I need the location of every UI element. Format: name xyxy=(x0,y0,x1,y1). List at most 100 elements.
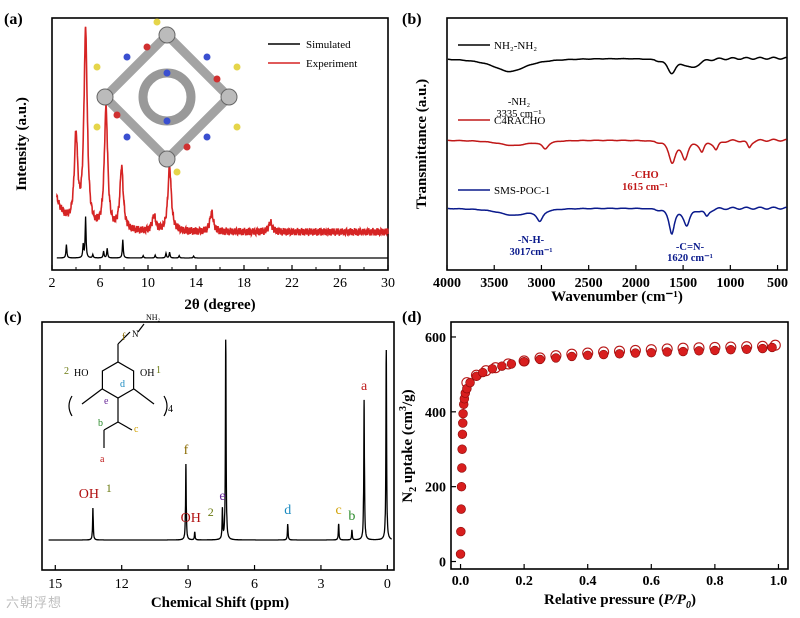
annot-nh2-value: 3335 cm⁻¹ xyxy=(496,109,541,120)
watermark: 六朝浮想 xyxy=(6,596,63,611)
nmr-x-tick-label: 9 xyxy=(185,577,192,592)
annot-cho-label: -CHO xyxy=(631,170,658,181)
isotherm-x-tick-label: 1.0 xyxy=(770,574,788,589)
xrd-x-tick-label: 2 xyxy=(49,276,56,291)
cage-atom xyxy=(173,168,181,176)
xrd-x-tick-label: 10 xyxy=(141,276,155,291)
legend-hydrazine: NH₂-NH₂ xyxy=(494,40,537,52)
nmr-peak-label: b xyxy=(348,509,355,524)
experiment-trace xyxy=(56,26,389,239)
molecule-structure-icon: NH₂ Nf HO 2 OH 1 ed 4 b c a xyxy=(64,313,173,465)
molecule-label: 2 xyxy=(64,366,69,377)
cage-node xyxy=(220,88,238,106)
simulated-trace xyxy=(56,216,388,259)
nmr-spectrum xyxy=(48,339,392,541)
xrd-x-tick-label: 18 xyxy=(237,276,251,291)
xrd-panel: 2 6 10 14 18 22 26 30 2θ (degree) Intensity (a.… xyxy=(14,17,395,313)
hydrazine-trace xyxy=(447,56,787,75)
cage-atom xyxy=(163,69,171,77)
cage-core xyxy=(138,68,196,126)
sms-poc-1-trace xyxy=(447,206,787,235)
molecule-label: f xyxy=(122,332,126,343)
adsorption-point xyxy=(630,348,641,358)
cage-atom xyxy=(213,75,221,83)
nmr-x-tick-label: 15 xyxy=(48,577,62,592)
ftir-x-tick-label: 500 xyxy=(767,276,788,291)
cage-atom xyxy=(113,111,121,119)
cage-atom xyxy=(153,18,161,26)
panel-b-letter: (b) xyxy=(402,11,422,28)
cage-atom xyxy=(233,123,241,131)
annot-nh-label: -N-H- xyxy=(518,235,545,246)
legend-c4racho: C4RACHO xyxy=(494,115,545,127)
legend-experiment: Experiment xyxy=(306,58,357,70)
adsorption-point xyxy=(767,342,777,353)
ftir-x-tick-label: 1000 xyxy=(716,276,744,291)
ftir-x-tick-label: 4000 xyxy=(433,276,461,291)
adsorption-point xyxy=(614,349,625,359)
cage-atom xyxy=(123,133,131,141)
ftir-x-label: Wavenumber (cm⁻¹) xyxy=(551,289,683,305)
xrd-x-tick-label: 22 xyxy=(285,276,299,291)
nmr-peak-label: f xyxy=(184,443,189,458)
cage-structure-icon xyxy=(93,18,241,176)
cage-atom xyxy=(163,117,171,125)
isotherm-y-tick-label: 400 xyxy=(425,406,446,421)
isotherm-y-tick-label: 600 xyxy=(425,331,446,346)
annot-cn-label: -C=N- xyxy=(676,242,705,253)
adsorption-point xyxy=(551,353,561,363)
annot-nh2-label: -NH₂ xyxy=(508,97,531,108)
bracket xyxy=(163,395,168,417)
ftir-x-tick-label: 3000 xyxy=(527,276,555,291)
ftir-y-label: Transmittance (a.u.) xyxy=(414,79,430,209)
adsorption-point xyxy=(456,526,466,537)
adsorption-point xyxy=(457,429,468,439)
molecule-label: N xyxy=(132,329,139,339)
bond xyxy=(137,323,145,333)
isotherm-x-tick-label: 0.8 xyxy=(706,574,724,589)
bond xyxy=(81,388,103,405)
ftir-plot-frame xyxy=(446,17,788,271)
ftir-x-tick-label: 1500 xyxy=(669,276,697,291)
adsorption-point xyxy=(456,504,466,514)
panel-a-letter: (a) xyxy=(4,11,23,28)
isotherm-panel: 0.0 0.2 0.4 0.6 0.8 1.0 0 200 400 600 Relative pr… xyxy=(398,321,789,611)
molecule-label: NH₂ xyxy=(146,313,161,322)
nmr-peak-sup: 1 xyxy=(106,481,112,495)
xrd-x-tick-label: 30 xyxy=(381,276,395,291)
adsorption-point xyxy=(458,408,468,419)
adsorption-point xyxy=(678,346,688,357)
cage-atom xyxy=(233,63,241,71)
xrd-x-tick-label: 6 xyxy=(97,276,104,291)
bond xyxy=(117,331,131,345)
annot-cn-value: 1620 cm⁻¹ xyxy=(667,253,713,264)
nmr-plot-frame xyxy=(41,321,395,571)
adsorption-point xyxy=(598,349,609,360)
adsorption-point xyxy=(726,344,736,355)
cage-node xyxy=(158,26,176,44)
adsorption-point xyxy=(465,377,475,388)
isotherm-x-tick-label: 0.2 xyxy=(515,574,533,589)
bond xyxy=(103,421,119,431)
cage-node xyxy=(96,88,114,106)
legend-simulated: Simulated xyxy=(306,39,351,51)
nmr-peak-label: e xyxy=(219,489,225,504)
adsorption-point xyxy=(457,444,467,454)
cage-atom xyxy=(93,63,101,71)
molecule-label: 4 xyxy=(168,404,173,415)
molecule-label: d xyxy=(120,379,125,390)
c4racho-trace xyxy=(447,138,787,165)
adsorption-point xyxy=(455,549,466,559)
nmr-peak-label: c xyxy=(336,503,342,518)
adsorption-point xyxy=(646,347,656,358)
nmr-x-tick-label: 0 xyxy=(384,577,391,592)
xrd-x-tick-label: 14 xyxy=(189,276,203,291)
cage-node xyxy=(158,150,176,168)
benzene-ring xyxy=(101,361,135,399)
adsorption-point xyxy=(694,346,704,356)
isotherm-x-tick-label: 0.0 xyxy=(452,574,470,589)
adsorption-point xyxy=(567,351,577,362)
adsorption-point xyxy=(583,350,593,361)
nmr-peak-sup: 2 xyxy=(208,505,214,519)
